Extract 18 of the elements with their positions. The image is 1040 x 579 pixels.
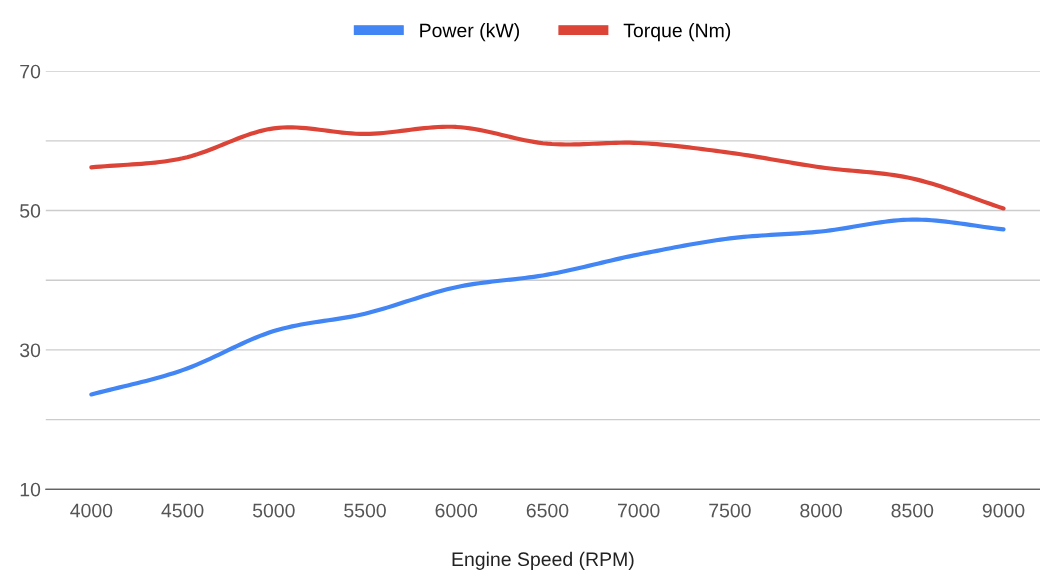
- x-tick-label: 7500: [709, 503, 751, 518]
- y-tick-label: 50: [20, 204, 41, 218]
- x-tick-label: 9000: [982, 503, 1025, 518]
- x-tick-label: 4500: [161, 503, 204, 518]
- x-tick-label: 8000: [800, 503, 842, 518]
- x-tick-label: 7000: [618, 503, 660, 518]
- x-tick-label: 6500: [526, 503, 569, 518]
- x-tick-label: 5000: [252, 503, 295, 518]
- x-tick-label: 4000: [70, 503, 113, 518]
- y-tick-label: 70: [20, 64, 41, 79]
- x-tick-label: 5500: [344, 503, 386, 518]
- x-tick-label: 8500: [891, 503, 934, 518]
- y-tick-label: 10: [20, 482, 41, 497]
- legend-label: Power (kW): [420, 23, 519, 42]
- legend-label: Torque (Nm): [623, 23, 731, 42]
- x-tick-label: 6000: [435, 503, 478, 518]
- x-axis-title: Engine Speed (RPM): [452, 551, 634, 570]
- y-tick-label: 30: [20, 343, 41, 358]
